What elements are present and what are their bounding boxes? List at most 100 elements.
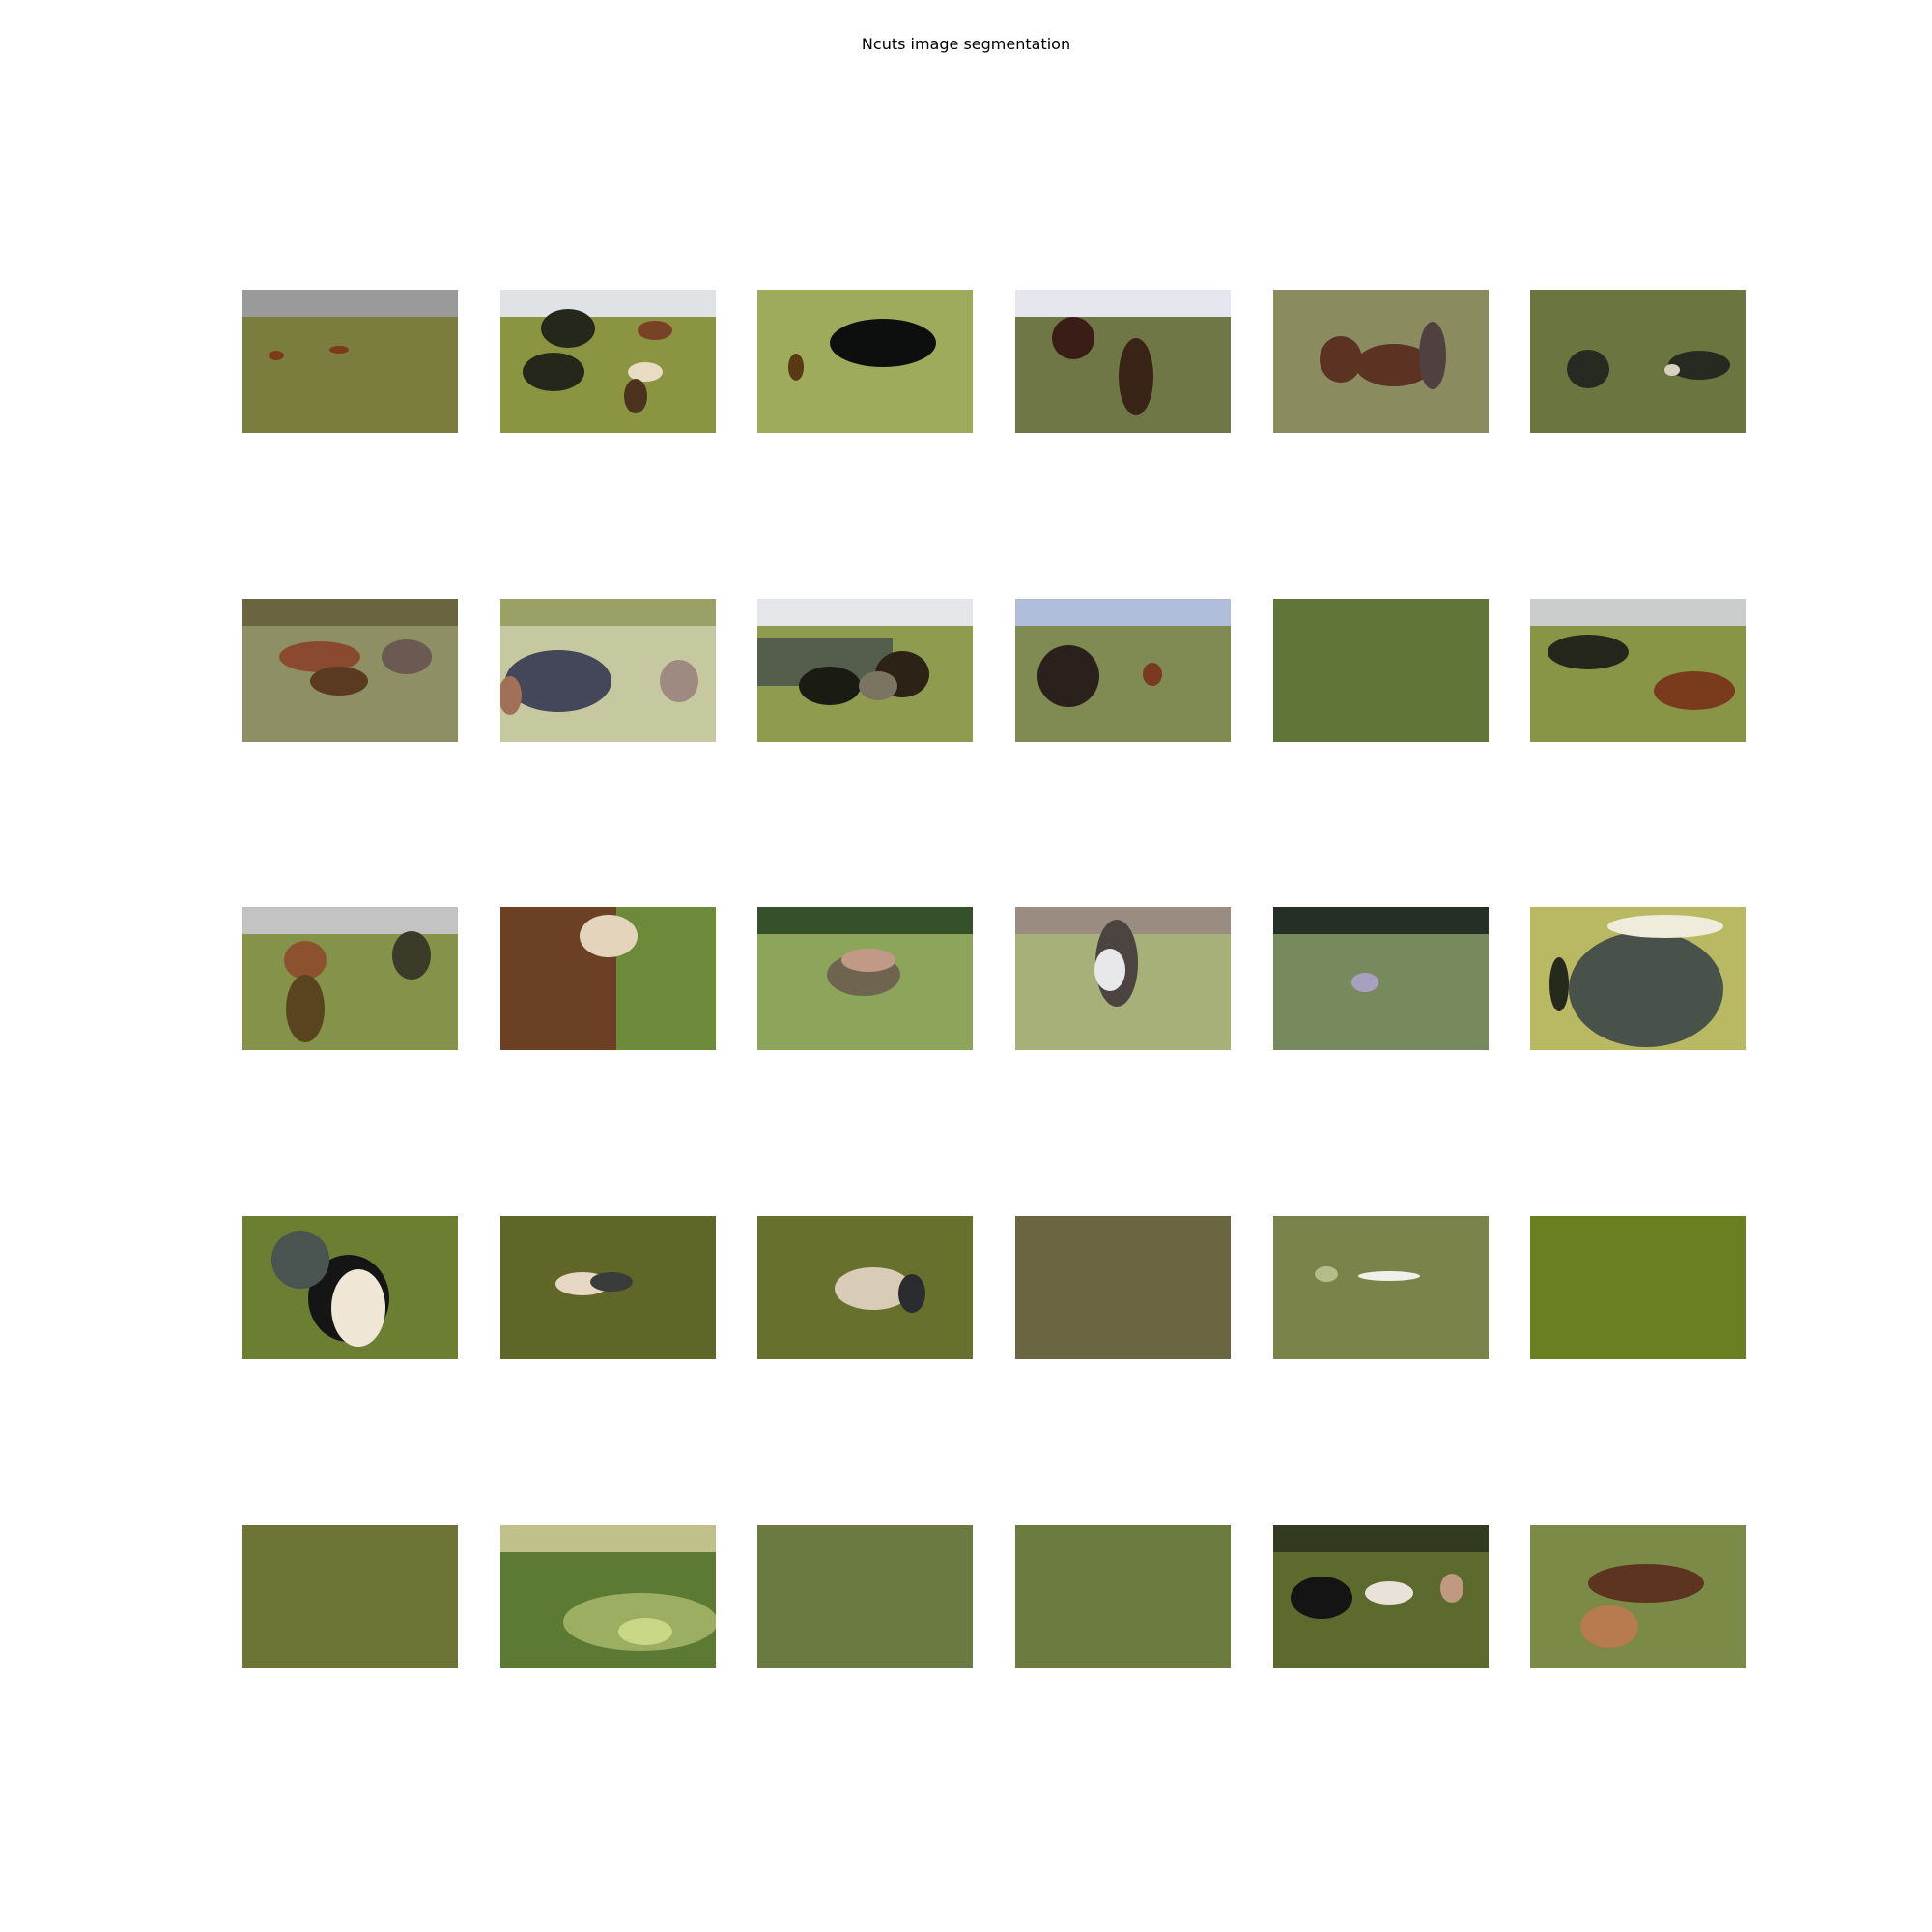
object-segment <box>1548 635 1629 669</box>
segmentation-image <box>1273 1525 1489 1668</box>
segmentation-image <box>242 599 458 742</box>
segmentation-tile <box>1530 599 1746 742</box>
object-segment <box>799 667 861 705</box>
object-segment <box>1358 1271 1420 1281</box>
background-segment <box>1530 1216 1746 1359</box>
object-segment <box>1052 317 1094 359</box>
top-band-segment <box>1273 907 1489 934</box>
segmentation-tile <box>242 1216 458 1359</box>
top-band-segment <box>242 907 458 934</box>
background-segment <box>1015 1216 1231 1359</box>
object-segment <box>638 321 672 340</box>
top-band-segment <box>1015 290 1231 317</box>
segmentation-image <box>1530 1216 1746 1359</box>
segmentation-tile <box>1273 599 1489 742</box>
segmentation-image <box>1273 907 1489 1050</box>
segmentation-tile <box>242 599 458 742</box>
object-segment <box>859 671 897 700</box>
object-segment <box>392 931 431 980</box>
segmentation-tile <box>242 290 458 433</box>
object-segment <box>1037 645 1099 707</box>
segmentation-image <box>500 1216 716 1359</box>
segmentation-tile <box>1015 290 1231 433</box>
object-segment <box>1569 931 1723 1047</box>
object-segment <box>1668 351 1730 380</box>
object-segment <box>500 676 522 715</box>
segmentation-image <box>1015 907 1231 1050</box>
segmentation-tile <box>757 1216 973 1359</box>
object-segment <box>830 319 936 367</box>
segmentation-tile <box>1530 1216 1746 1359</box>
background-segment <box>1273 599 1489 742</box>
object-segment <box>286 975 325 1042</box>
segmentation-image <box>1530 599 1746 742</box>
segmentation-image <box>1273 599 1489 742</box>
segmentation-image <box>242 907 458 1050</box>
segmentation-tile <box>1015 1525 1231 1668</box>
object-segment <box>898 1274 925 1313</box>
object-segment <box>269 351 284 360</box>
object-segment <box>541 309 595 348</box>
object-segment <box>1365 1581 1413 1605</box>
object-segment <box>1580 1605 1638 1648</box>
object-segment <box>1567 350 1609 388</box>
segmentation-tile <box>1015 907 1231 1050</box>
object-segment <box>505 650 611 712</box>
object-segment <box>835 1267 912 1310</box>
top-band-segment <box>1273 1525 1489 1552</box>
background-segment <box>1273 1216 1489 1359</box>
segmentation-image <box>757 907 973 1050</box>
object-segment <box>618 1618 672 1645</box>
segmentation-tile <box>500 290 716 433</box>
segmentation-image <box>242 1216 458 1359</box>
object-segment <box>284 941 327 980</box>
segmentation-image <box>242 1525 458 1668</box>
segmentation-tile <box>757 290 973 433</box>
object-segment <box>523 353 584 391</box>
segmentation-tile <box>1530 290 1746 433</box>
object-segment <box>1654 671 1735 710</box>
object-segment <box>1094 949 1125 991</box>
object-segment <box>1291 1577 1352 1619</box>
segmentation-image <box>500 1525 716 1668</box>
object-segment <box>310 667 368 696</box>
segmentation-image <box>1015 599 1231 742</box>
background-segment <box>242 1525 458 1668</box>
segmentation-image <box>757 1216 973 1359</box>
object-segment <box>1143 663 1162 686</box>
segmentation-image <box>1530 1525 1746 1668</box>
object-segment <box>1355 344 1433 386</box>
object-segment <box>1664 364 1680 376</box>
object-segment <box>329 346 349 354</box>
segmentation-image <box>757 599 973 742</box>
object-segment <box>1320 336 1362 383</box>
object-segment <box>1440 1574 1463 1603</box>
figure-title: Ncuts image segmentation <box>861 35 1071 53</box>
object-segment <box>1549 957 1569 1011</box>
object-segment <box>1351 973 1378 992</box>
segmentation-tile <box>1015 1216 1231 1359</box>
background-segment <box>1015 1525 1231 1668</box>
object-segment <box>788 354 804 381</box>
segmentation-tile <box>1273 290 1489 433</box>
object-segment <box>1419 322 1446 389</box>
segmentation-tile <box>1273 907 1489 1050</box>
segmentation-tile <box>757 599 973 742</box>
object-segment <box>1607 915 1723 938</box>
segmentation-image <box>1015 290 1231 433</box>
segmentation-tile <box>1530 907 1746 1050</box>
top-band-segment <box>1530 599 1746 626</box>
segmentation-image <box>1530 290 1746 433</box>
segmentation-tile <box>757 1525 973 1668</box>
segmentation-image <box>1015 1216 1231 1359</box>
object-segment <box>271 1231 329 1289</box>
object-segment <box>841 949 895 972</box>
top-band-segment <box>242 290 458 317</box>
top-band-segment <box>500 290 716 317</box>
object-segment <box>1315 1266 1338 1282</box>
object-segment <box>624 379 647 413</box>
object-segment <box>580 915 638 957</box>
segmentation-image <box>500 907 716 1050</box>
top-band-segment <box>500 599 716 626</box>
object-segment <box>628 362 663 382</box>
